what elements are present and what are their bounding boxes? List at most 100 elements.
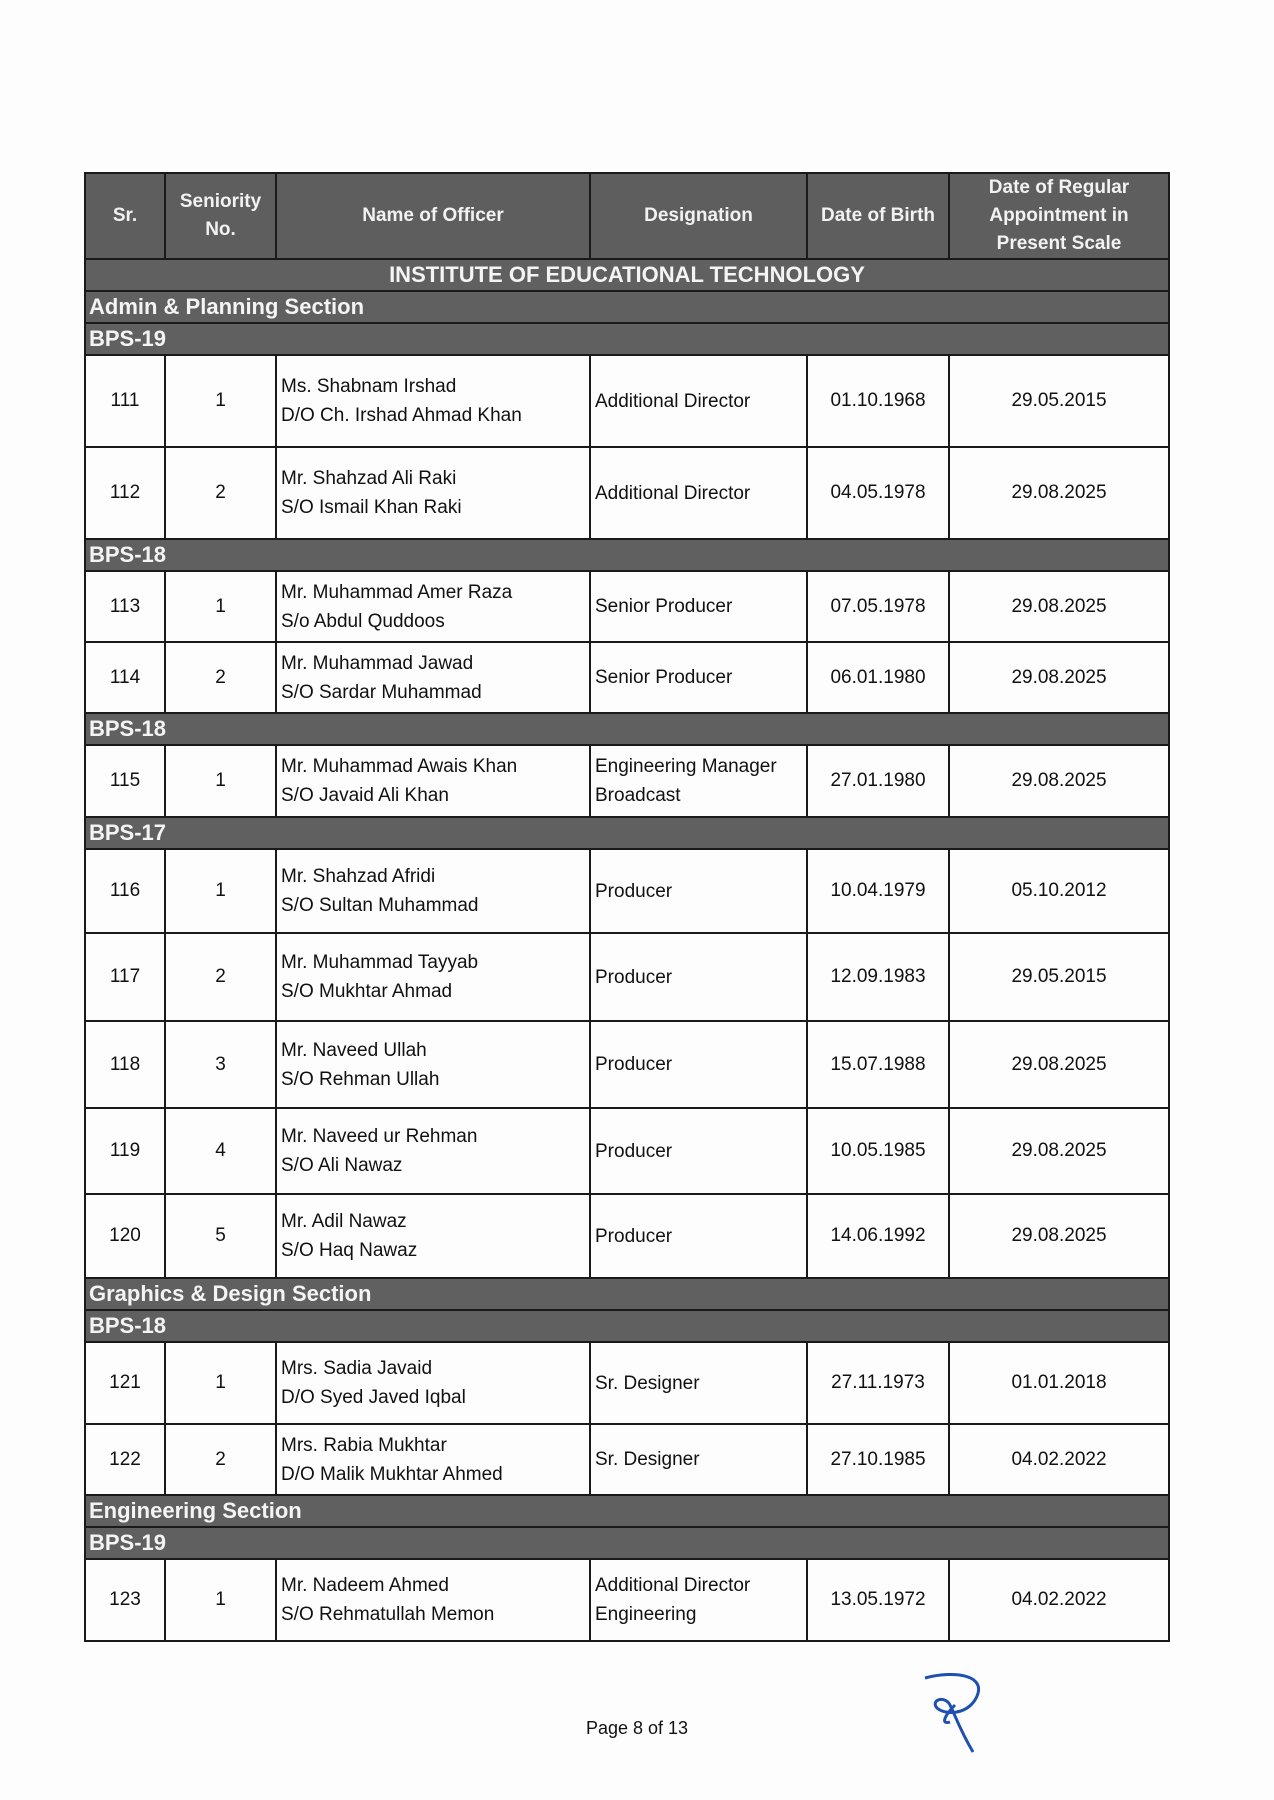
officer-name: Mr. Shahzad Afridi <box>281 866 436 887</box>
header-name: Name of Officer <box>275 172 591 260</box>
grade-title: BPS-18 <box>84 712 1170 746</box>
grade-row: BPS-19 <box>84 1526 1170 1560</box>
parent-name: D/O Syed Javed Iqbal <box>281 1387 466 1408</box>
designation: Engineering Manager <box>595 756 777 777</box>
designation: Senior Producer <box>595 596 733 617</box>
designation: Producer <box>595 1225 673 1247</box>
officer-name: Mr. Shahzad Ali Raki <box>281 468 457 489</box>
designation-cell: Engineering Manager Broadcast <box>589 744 808 818</box>
table-row: 114 2 Mr. Muhammad Jawad S/O Sardar Muham… <box>84 641 1170 714</box>
officer-name: Mr. Nadeem Ahmed <box>281 1575 449 1596</box>
header-sr: Sr. <box>84 172 166 260</box>
header-seniority: Seniority No. <box>164 172 277 260</box>
grade-row: BPS-19 <box>84 322 1170 356</box>
seniority-table: Sr. Seniority No. Name of Officer Design… <box>84 172 1170 1642</box>
institute-title: INSTITUTE OF EDUCATIONAL TECHNOLOGY <box>84 258 1170 292</box>
name-cell: Mrs. Rabia Mukhtar D/O Malik Mukhtar Ahme… <box>275 1423 591 1496</box>
appointment-cell: 29.08.2025 <box>948 641 1170 714</box>
parent-name: S/O Javaid Ali Khan <box>281 785 449 806</box>
dob-cell: 27.01.1980 <box>806 744 950 818</box>
designation-line2: Broadcast <box>595 785 681 806</box>
appointment-cell: 01.01.2018 <box>948 1341 1170 1425</box>
grade-title: BPS-18 <box>84 538 1170 572</box>
designation-line2: Engineering <box>595 1604 697 1625</box>
designation: Sr. Designer <box>595 1372 700 1394</box>
parent-name: S/O Haq Nawaz <box>281 1240 418 1261</box>
name-cell: Mr. Muhammad Tayyab S/O Mukhtar Ahmad <box>275 932 591 1022</box>
appointment-cell: 29.08.2025 <box>948 446 1170 540</box>
parent-name: S/O Rehmatullah Memon <box>281 1604 495 1625</box>
sr-cell: 120 <box>84 1193 166 1279</box>
name-cell: Mr. Muhammad Jawad S/O Sardar Muhammad <box>275 641 591 714</box>
officer-name: Mr. Naveed Ullah <box>281 1039 427 1061</box>
parent-name: S/O Sardar Muhammad <box>281 681 482 703</box>
section-row: Graphics & Design Section <box>84 1277 1170 1311</box>
designation: Producer <box>595 1140 673 1162</box>
name-cell: Mr. Naveed Ullah S/O Rehman Ullah <box>275 1020 591 1109</box>
designation-cell: Producer <box>589 1107 808 1195</box>
parent-name: S/O Ismail Khan Raki <box>281 497 462 518</box>
designation: Additional Director <box>595 482 751 504</box>
section-title: Graphics & Design Section <box>84 1277 1170 1311</box>
signature-icon <box>924 1672 980 1753</box>
officer-name: Mr. Adil Nawaz <box>281 1211 407 1232</box>
seniority-cell: 2 <box>164 932 277 1022</box>
table-row: 113 1 Mr. Muhammad Amer Raza S/o Abdul Qu… <box>84 570 1170 643</box>
name-cell: Mr. Adil Nawaz S/O Haq Nawaz <box>275 1193 591 1279</box>
seniority-cell: 4 <box>164 1107 277 1195</box>
table-row: 116 1 Mr. Shahzad Afridi S/O Sultan Muham… <box>84 848 1170 934</box>
designation-cell: Senior Producer <box>589 570 808 643</box>
dob-cell: 14.06.1992 <box>806 1193 950 1279</box>
designation-cell: Producer <box>589 1193 808 1279</box>
dob-cell: 01.10.1968 <box>806 354 950 448</box>
grade-title: BPS-18 <box>84 1309 1170 1343</box>
appointment-cell: 04.02.2022 <box>948 1558 1170 1642</box>
table-row: 120 5 Mr. Adil Nawaz S/O Haq Nawaz Produc… <box>84 1193 1170 1279</box>
officer-name: Mr. Muhammad Awais Khan <box>281 756 518 777</box>
seniority-cell: 1 <box>164 570 277 643</box>
table-row: 118 3 Mr. Naveed Ullah S/O Rehman Ullah P… <box>84 1020 1170 1109</box>
table-row: 123 1 Mr. Nadeem Ahmed S/O Rehmatullah Me… <box>84 1558 1170 1642</box>
officer-name: Mrs. Sadia Javaid <box>281 1358 433 1379</box>
appointment-cell: 05.10.2012 <box>948 848 1170 934</box>
designation: Senior Producer <box>595 667 733 688</box>
designation: Additional Director <box>595 390 751 412</box>
sr-cell: 123 <box>84 1558 166 1642</box>
parent-name: D/O Ch. Irshad Ahmad Khan <box>281 405 522 426</box>
sr-cell: 117 <box>84 932 166 1022</box>
dob-cell: 12.09.1983 <box>806 932 950 1022</box>
dob-cell: 04.05.1978 <box>806 446 950 540</box>
designation-cell: Senior Producer <box>589 641 808 714</box>
table-row: 117 2 Mr. Muhammad Tayyab S/O Mukhtar Ahm… <box>84 932 1170 1022</box>
seniority-cell: 1 <box>164 848 277 934</box>
designation-cell: Producer <box>589 932 808 1022</box>
seniority-cell: 2 <box>164 446 277 540</box>
name-cell: Ms. Shabnam Irshad D/O Ch. Irshad Ahmad K… <box>275 354 591 448</box>
designation: Sr. Designer <box>595 1449 700 1470</box>
dob-cell: 06.01.1980 <box>806 641 950 714</box>
grade-row: BPS-18 <box>84 712 1170 746</box>
name-cell: Mrs. Sadia Javaid D/O Syed Javed Iqbal <box>275 1341 591 1425</box>
name-cell: Mr. Muhammad Awais Khan S/O Javaid Ali Kh… <box>275 744 591 818</box>
name-cell: Mr. Naveed ur Rehman S/O Ali Nawaz <box>275 1107 591 1195</box>
sr-cell: 112 <box>84 446 166 540</box>
parent-name: D/O Malik Mukhtar Ahmed <box>281 1463 503 1485</box>
sr-cell: 115 <box>84 744 166 818</box>
header-designation: Designation <box>589 172 808 260</box>
dob-cell: 15.07.1988 <box>806 1020 950 1109</box>
grade-title: BPS-17 <box>84 816 1170 850</box>
appointment-cell: 29.05.2015 <box>948 354 1170 448</box>
sr-cell: 114 <box>84 641 166 714</box>
section-row: Engineering Section <box>84 1494 1170 1528</box>
sr-cell: 113 <box>84 570 166 643</box>
officer-name: Mr. Muhammad Jawad <box>281 652 474 674</box>
name-cell: Mr. Nadeem Ahmed S/O Rehmatullah Memon <box>275 1558 591 1642</box>
officer-name: Ms. Shabnam Irshad <box>281 376 457 397</box>
seniority-cell: 1 <box>164 354 277 448</box>
officer-name: Mrs. Rabia Mukhtar <box>281 1434 447 1456</box>
appointment-cell: 04.02.2022 <box>948 1423 1170 1496</box>
parent-name: S/O Rehman Ullah <box>281 1068 440 1090</box>
sr-cell: 111 <box>84 354 166 448</box>
table-header: Sr. Seniority No. Name of Officer Design… <box>84 172 1170 260</box>
appointment-cell: 29.08.2025 <box>948 570 1170 643</box>
